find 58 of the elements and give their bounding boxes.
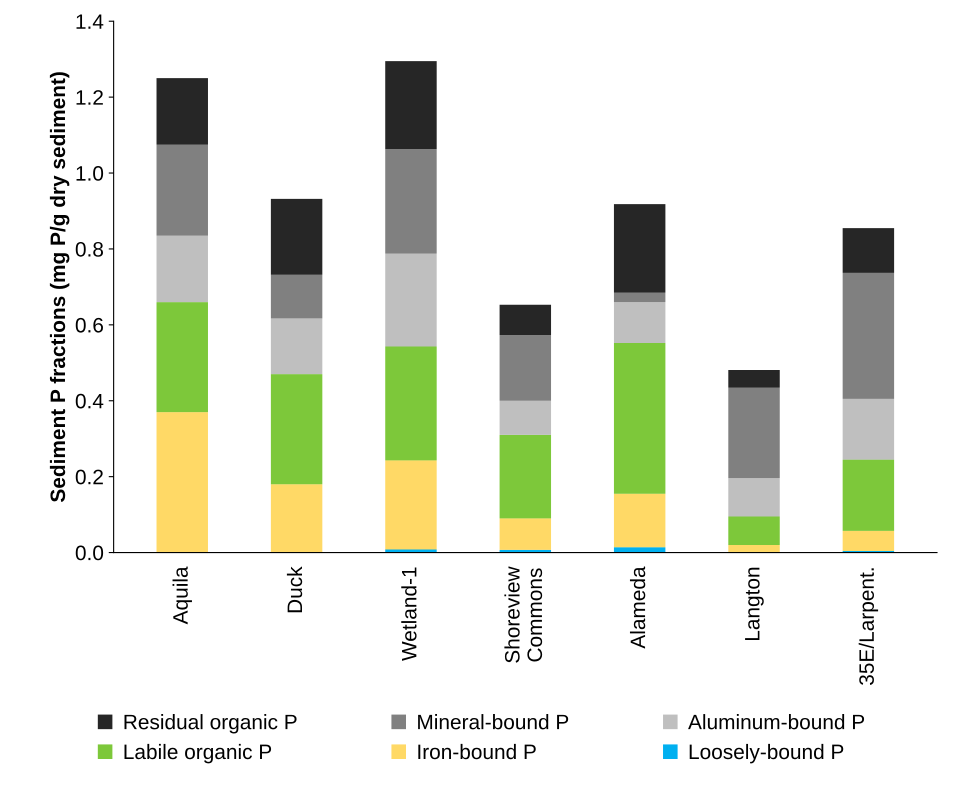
bar <box>500 304 552 336</box>
y-tick-label: 1.2 <box>76 90 103 105</box>
bar <box>156 78 208 145</box>
bar <box>385 346 437 460</box>
bar <box>842 228 894 273</box>
bar <box>500 400 552 435</box>
bar <box>728 516 780 545</box>
y-tick-label: 1.4 <box>76 14 104 29</box>
y-axis-title: Sediment P fractions (mg P/g dry sediment) <box>50 72 70 502</box>
bar <box>842 460 894 531</box>
x-tick-label: Langton <box>745 568 764 640</box>
bar <box>614 343 666 494</box>
x-tick-label: Aquila <box>172 566 192 624</box>
bar <box>156 236 208 302</box>
bar <box>728 370 780 388</box>
bar <box>728 478 780 517</box>
bar <box>385 61 437 150</box>
bar <box>500 335 552 401</box>
bar <box>156 302 208 412</box>
bar <box>728 544 780 553</box>
x-tick-label: Wetland-1 <box>401 567 417 661</box>
y-tick-label: 0.4 <box>76 394 104 408</box>
bar <box>270 198 322 275</box>
bar <box>270 318 322 374</box>
bar <box>385 253 437 346</box>
bar <box>500 434 552 518</box>
bar <box>270 374 322 484</box>
bar <box>270 274 322 318</box>
bar <box>728 387 780 478</box>
y-tick-label: 1.0 <box>76 166 104 181</box>
bar <box>614 494 666 548</box>
y-tick-label: 0.8 <box>76 242 104 257</box>
x-tick-label: Duck <box>286 566 302 612</box>
x-tick-label: 35E/Larpent. <box>858 568 878 685</box>
x-tick-label: Alameda <box>630 566 646 649</box>
bar <box>156 412 208 553</box>
bar <box>842 272 894 399</box>
x-tick-label: Shoreview Commons <box>504 566 542 663</box>
bar <box>614 547 666 553</box>
bar <box>385 149 437 254</box>
legend-label: Aluminum-bound P <box>688 714 864 730</box>
bar <box>614 204 666 293</box>
bar <box>500 518 552 550</box>
legend-label: Mineral-bound P <box>418 714 568 730</box>
y-tick-label: 0.0 <box>76 546 104 560</box>
bar <box>842 530 894 552</box>
legend-label: Loosely-bound P <box>690 744 844 764</box>
bar <box>842 398 894 460</box>
bar <box>385 460 437 550</box>
y-tick-label: 0.2 <box>76 470 103 484</box>
legend-label: Iron-bound P <box>418 744 536 760</box>
bar <box>270 484 322 553</box>
legend-label: Labile organic P <box>124 744 272 764</box>
bar <box>614 292 666 302</box>
bar <box>156 144 208 236</box>
y-tick-label: 0.6 <box>76 318 103 333</box>
bar <box>614 302 666 344</box>
legend-label: Residual organic P <box>124 714 297 734</box>
